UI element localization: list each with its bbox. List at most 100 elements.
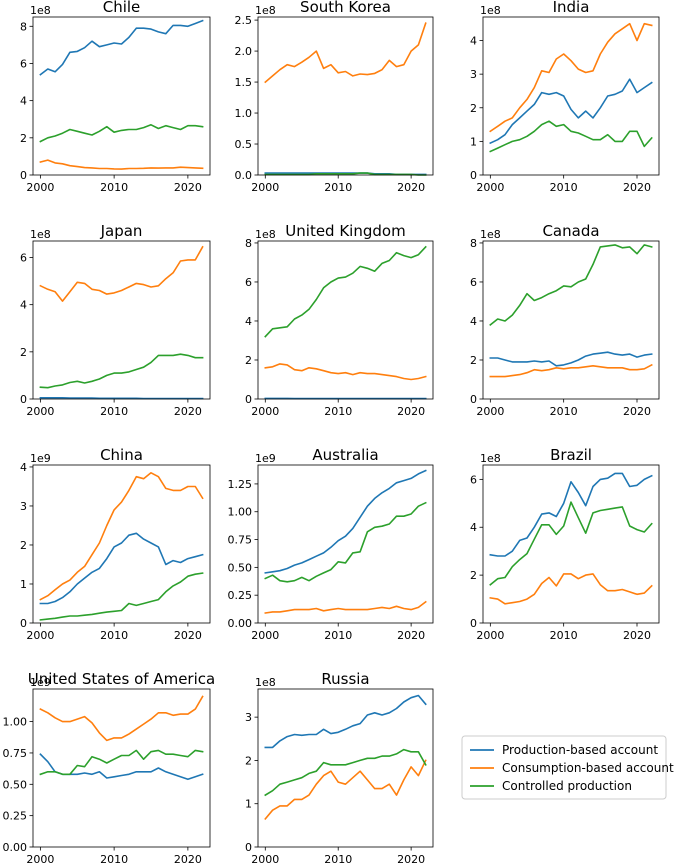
series-line-consumption	[264, 363, 427, 381]
series-line-controlled	[39, 572, 204, 621]
plot-frame	[257, 16, 434, 176]
y-tick-label: 0.75	[228, 534, 253, 547]
y-tick-label: 2	[20, 539, 27, 552]
y-tick-label: 0.50	[228, 561, 253, 574]
axis-offset-label: 1e8	[30, 228, 51, 241]
y-tick-label: 4	[20, 299, 27, 312]
y-tick-label: 1	[470, 135, 477, 148]
y-tick-label: 1.5	[235, 76, 253, 89]
series-line-production	[489, 472, 653, 557]
series-line-production	[264, 694, 427, 749]
panel-russia: Russia 1e8 0 1 2 3 2000 2010 2020	[245, 670, 434, 866]
axis-offset-label: 1e8	[255, 228, 276, 241]
y-tick-label: 0.25	[3, 810, 28, 823]
x-tick-label: 2010	[324, 629, 352, 642]
y-tick-label: 1.00	[228, 506, 253, 519]
y-tick-label: 8	[470, 237, 477, 250]
axis-offset-label: 1e8	[480, 452, 501, 465]
series-line-controlled	[264, 245, 427, 338]
x-tick-label: 2000	[476, 629, 504, 642]
series-line-controlled	[489, 120, 653, 153]
y-tick-label: 4	[20, 95, 27, 108]
x-tick-label: 2020	[174, 629, 202, 642]
y-tick-label: 2	[20, 346, 27, 359]
y-tick-label: 6	[20, 252, 27, 265]
plot-frame	[257, 240, 434, 400]
x-tick-label: 2000	[251, 853, 279, 866]
axis-offset-label: 1e9	[30, 452, 51, 465]
series-line-consumption	[489, 573, 653, 605]
series-line-controlled	[489, 501, 653, 586]
axis-offset-label: 1e8	[480, 4, 501, 17]
y-tick-label: 0	[20, 169, 27, 182]
y-tick-label: 4	[470, 521, 477, 534]
panel-south-korea: South Korea 1e8 0.0 0.5 1.0 1.5 2.0 2.5 2000 2010…	[235, 0, 434, 194]
y-tick-label: 6	[245, 276, 252, 289]
x-tick-label: 2020	[174, 853, 202, 866]
y-tick-label: 2.0	[235, 45, 253, 58]
x-tick-label: 2000	[476, 181, 504, 194]
series-line-production	[489, 78, 653, 145]
axis-offset-label: 1e8	[30, 4, 51, 17]
panel-chile: Chile 1e8 0 2 4 6 8 2000 2010 2020	[20, 0, 211, 194]
plot-frame	[32, 16, 211, 176]
legend-label-production: Production-based account	[502, 743, 658, 757]
y-tick-label: 0.5	[235, 138, 253, 151]
series-line-controlled	[39, 124, 204, 143]
series-line-consumption	[39, 695, 204, 742]
x-tick-label: 2000	[26, 853, 54, 866]
y-tick-label: 1.25	[228, 478, 253, 491]
series-line-production	[39, 753, 204, 781]
series-line-consumption	[264, 22, 427, 84]
panel-canada: Canada 1e8 0 2 4 6 8 2000 2010 2020	[470, 222, 660, 418]
y-tick-label: 1	[245, 798, 252, 811]
x-tick-label: 2010	[100, 405, 128, 418]
x-tick-label: 2020	[397, 405, 425, 418]
series-line-production	[39, 19, 204, 76]
panel-title: United States of America	[28, 670, 215, 688]
series-line-controlled	[264, 501, 427, 583]
panel-title: Australia	[312, 446, 378, 464]
y-tick-label: 1	[20, 578, 27, 591]
y-tick-label: 0	[245, 841, 252, 854]
axis-offset-label: 1e8	[255, 676, 276, 689]
panel-china: China 1e9 0 1 2 3 4 2000 2010 2020	[20, 446, 211, 642]
x-tick-label: 2020	[174, 181, 202, 194]
y-tick-label: 1.00	[3, 716, 28, 729]
y-tick-label: 0.75	[3, 747, 28, 760]
series-line-consumption	[264, 600, 427, 614]
y-tick-label: 2	[470, 354, 477, 367]
x-tick-label: 2020	[623, 181, 651, 194]
series-line-controlled	[39, 353, 204, 389]
x-tick-label: 2020	[397, 853, 425, 866]
x-tick-label: 2020	[397, 629, 425, 642]
x-tick-label: 2010	[100, 629, 128, 642]
x-tick-label: 2010	[550, 181, 578, 194]
y-tick-label: 2	[470, 102, 477, 115]
series-line-consumption	[489, 363, 653, 378]
x-tick-label: 2020	[623, 629, 651, 642]
axis-offset-label: 1e9	[30, 676, 51, 689]
y-tick-label: 4	[245, 315, 252, 328]
y-tick-label: 3	[245, 711, 252, 724]
y-tick-label: 0.00	[3, 841, 28, 854]
panel-title: Chile	[103, 0, 141, 16]
y-tick-label: 8	[20, 20, 27, 33]
y-tick-label: 0.0	[235, 169, 253, 182]
x-tick-label: 2000	[251, 405, 279, 418]
x-tick-label: 2010	[324, 181, 352, 194]
x-tick-label: 2000	[251, 181, 279, 194]
plot-frame	[32, 240, 211, 400]
axis-offset-label: 1e8	[255, 4, 276, 17]
y-tick-label: 4	[20, 461, 27, 474]
plot-frame	[32, 688, 211, 848]
panel-india: India 1e8 0 1 2 3 4 2000 2010 2020	[470, 0, 660, 194]
x-tick-label: 2010	[324, 853, 352, 866]
y-tick-label: 3	[20, 500, 27, 513]
panel-title: Russia	[321, 670, 369, 688]
x-tick-label: 2020	[623, 405, 651, 418]
plot-frame	[257, 464, 434, 624]
panel-title: Canada	[542, 222, 599, 240]
x-tick-label: 2010	[550, 629, 578, 642]
